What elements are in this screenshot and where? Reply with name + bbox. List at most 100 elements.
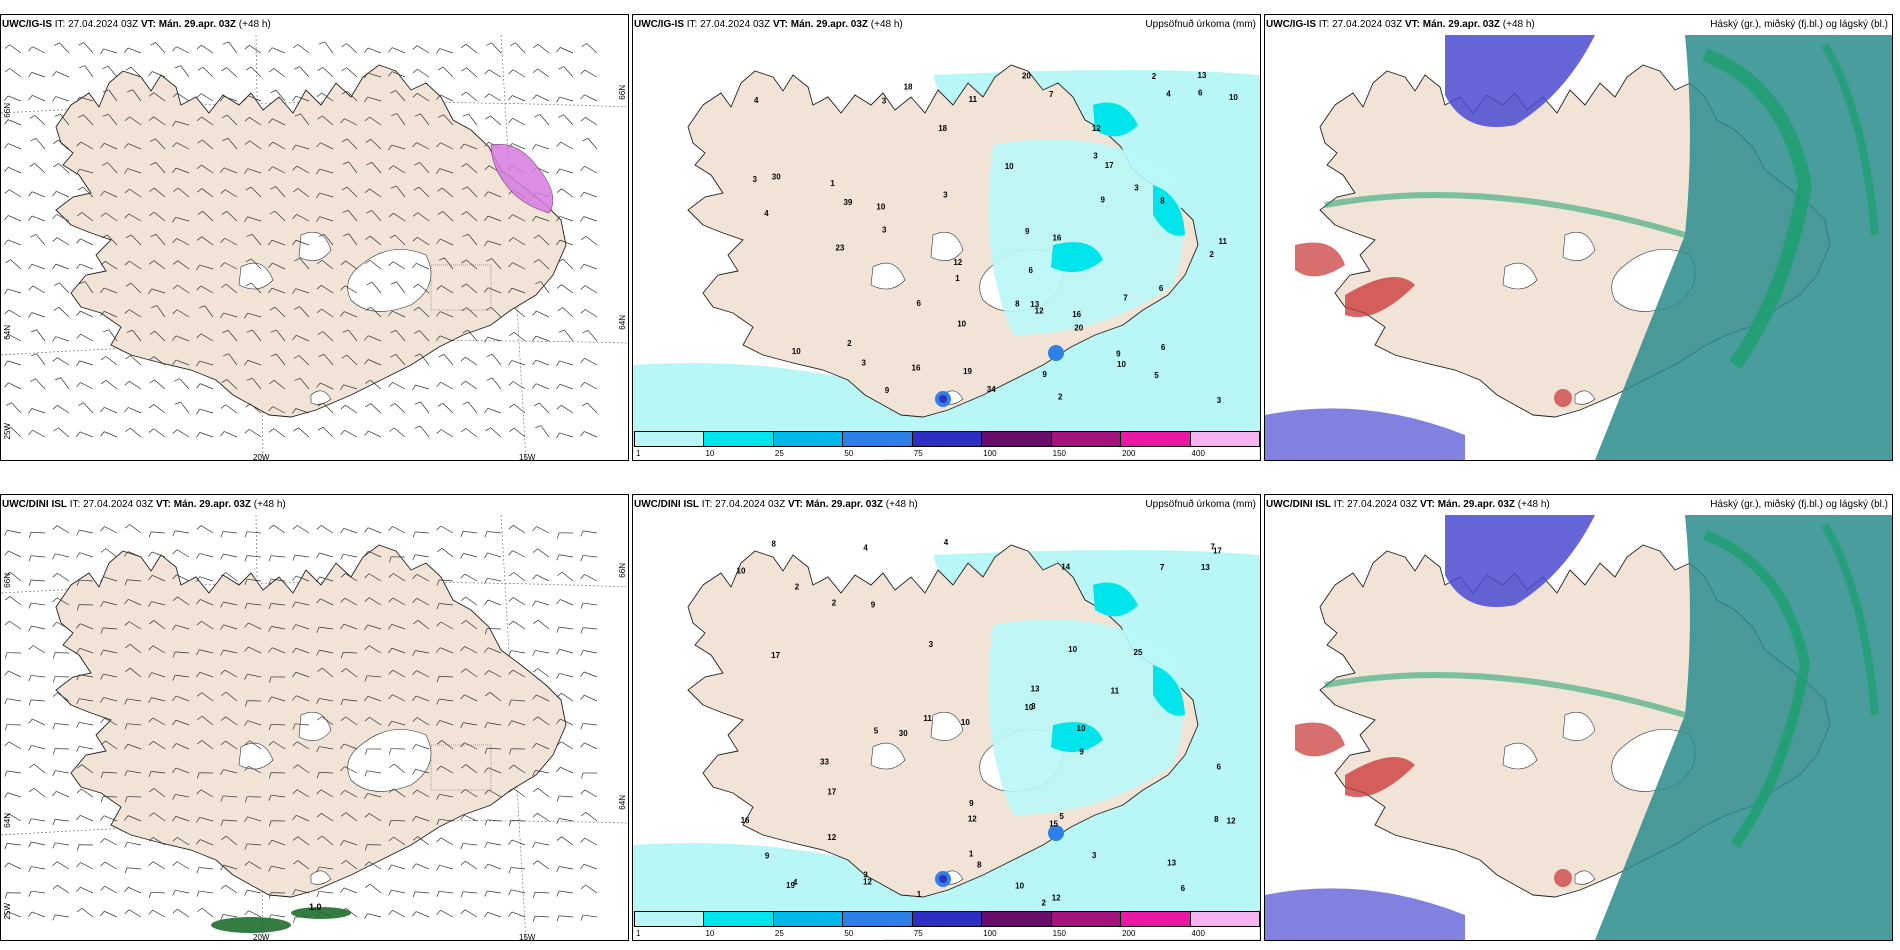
wind-barb [484, 692, 502, 702]
wind-barb [508, 839, 526, 846]
wind-barb [220, 740, 238, 750]
wind-barb [532, 812, 550, 822]
wind-barb [556, 168, 574, 175]
wind-barb [533, 259, 550, 270]
wind-barb [340, 553, 358, 560]
wind-barb [484, 863, 502, 870]
wind-barb [28, 602, 46, 609]
precip-value: 30 [899, 729, 908, 738]
glacier-outline [1502, 742, 1538, 770]
wind-barb [52, 96, 70, 102]
panel-dini-wind: UWC/DINI ISL IT: 27.04.2024 03Z VT: Mán.… [0, 494, 629, 941]
wind-barb [221, 283, 238, 294]
wind-barb [268, 772, 286, 779]
wind-barb [76, 431, 94, 438]
precip-value: 12 [827, 833, 836, 842]
wind-barb [340, 812, 358, 822]
wind-barb [244, 646, 262, 654]
wind-barb [580, 789, 598, 798]
wind-barb [196, 576, 214, 582]
wind-barb [436, 864, 454, 871]
wind-barb [100, 576, 118, 583]
wind-barb [460, 143, 478, 150]
precip-value: 17 [1105, 161, 1114, 170]
wind-barb [4, 95, 22, 102]
wind-barb [316, 598, 334, 606]
wind-barb [461, 163, 478, 174]
wind-barb [196, 264, 214, 271]
wind-barb [172, 908, 190, 918]
wind-barb [196, 188, 214, 198]
wind-barb [52, 357, 70, 366]
wind-barb [388, 382, 406, 390]
wind-barb [172, 216, 190, 223]
wind-barb [244, 816, 262, 823]
colorbar-label: 25 [774, 449, 784, 458]
wind-barb [316, 92, 334, 102]
wind-barb [268, 141, 286, 150]
panel-variable: Háský (gr.), miðský (fj.bl.) og lágský (… [1710, 19, 1888, 30]
wind-barb [436, 335, 454, 342]
wind-barb [124, 621, 142, 630]
wind-barb [102, 65, 118, 78]
wind-barb [220, 531, 238, 538]
wind-barb [148, 288, 166, 295]
wind-barb [414, 401, 430, 414]
precip-area-light [988, 619, 1183, 815]
colorbar-label: 200 [1122, 929, 1136, 938]
wind-barb [292, 860, 310, 870]
wind-barb [101, 379, 118, 390]
precip-value: 15 [1049, 819, 1058, 828]
wind-barb [294, 377, 310, 390]
mid-cloud-area [1265, 888, 1465, 940]
wind-barb [580, 382, 598, 390]
wind-barb [52, 770, 70, 777]
wind-barb [436, 285, 454, 294]
wind-barb [4, 862, 22, 870]
wind-barb [196, 649, 214, 656]
wind-barb [461, 211, 478, 222]
wind-barb [436, 429, 454, 438]
high-cloud-band [1821, 523, 1879, 716]
wind-barb [268, 262, 286, 270]
wind-barb [148, 260, 166, 270]
wind-barb [316, 772, 334, 779]
wind-barb [174, 378, 190, 390]
wind-barb [220, 624, 238, 631]
wind-barb [580, 358, 598, 366]
wind-barb [172, 624, 190, 631]
wind-barb [340, 652, 358, 659]
wind-barb [52, 842, 70, 849]
wind-barb [486, 353, 502, 366]
wind-barb [436, 168, 454, 174]
precip-value: 16 [912, 364, 921, 373]
wind-barb [340, 404, 358, 414]
wind-barb [244, 168, 262, 174]
wind-barb [28, 911, 46, 918]
wind-barb [125, 643, 142, 654]
wind-barb [364, 527, 382, 534]
wind-barb [4, 911, 22, 918]
wind-barb [270, 89, 286, 102]
wind-barb [556, 141, 574, 150]
wind-barb [389, 427, 406, 438]
wind-barb [28, 408, 46, 414]
mid-cloud-area [1265, 408, 1465, 460]
wind-barb [460, 668, 478, 678]
wind-barb [77, 186, 94, 198]
colorbar-swatch [703, 431, 774, 447]
wind-barb [245, 403, 262, 414]
wind-barb [4, 670, 22, 678]
wind-barb [173, 187, 190, 198]
wind-barb [4, 166, 22, 174]
high-cloud-band [1324, 192, 1686, 238]
precip-value: 9 [765, 851, 770, 860]
panel-title: UWC/IG-IS IT: 27.04.2024 03Z VT: Mán. 29… [1266, 19, 1535, 30]
wind-barb [460, 596, 478, 606]
wind-barb [460, 764, 478, 774]
wind-barb [220, 769, 238, 775]
precip-value: 34 [987, 385, 996, 394]
wind-barb [148, 812, 166, 822]
wind-barb [460, 891, 478, 898]
precip-value: 9 [885, 386, 890, 395]
